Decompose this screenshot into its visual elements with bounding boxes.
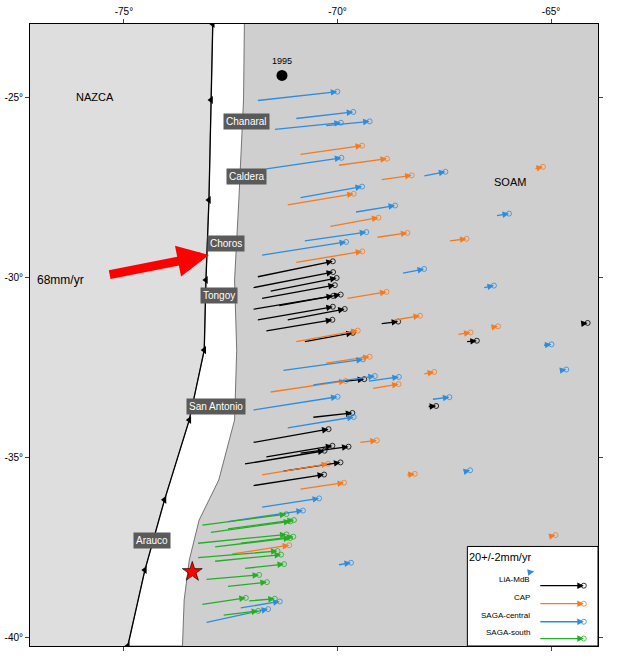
svg-text:SAGA-south: SAGA-south — [486, 628, 530, 637]
svg-text:Tongoy: Tongoy — [203, 290, 235, 301]
svg-text:SOAM: SOAM — [494, 176, 526, 188]
svg-text:Caldera: Caldera — [229, 171, 264, 182]
svg-text:NAZCA: NAZCA — [76, 91, 114, 103]
svg-text:LiA-MdB: LiA-MdB — [499, 575, 530, 584]
svg-text:San Antonio: San Antonio — [189, 401, 243, 412]
svg-text:1995: 1995 — [272, 56, 292, 66]
svg-text:-35°: -35° — [5, 452, 23, 463]
svg-text:-25°: -25° — [5, 92, 23, 103]
svg-text:-70°: -70° — [328, 6, 346, 17]
svg-text:68mm/yr: 68mm/yr — [37, 273, 84, 287]
svg-text:CAP: CAP — [514, 593, 530, 602]
svg-text:SAGA-central: SAGA-central — [481, 611, 530, 620]
svg-text:20+/-2mm/yr: 20+/-2mm/yr — [469, 551, 531, 563]
svg-text:Chanaral: Chanaral — [226, 116, 267, 127]
svg-text:-30°: -30° — [5, 272, 23, 283]
svg-text:Arauco: Arauco — [136, 535, 168, 546]
svg-text:-75°: -75° — [115, 6, 133, 17]
svg-text:Choros: Choros — [210, 238, 242, 249]
svg-text:-65°: -65° — [542, 6, 560, 17]
svg-text:-40°: -40° — [5, 632, 23, 643]
